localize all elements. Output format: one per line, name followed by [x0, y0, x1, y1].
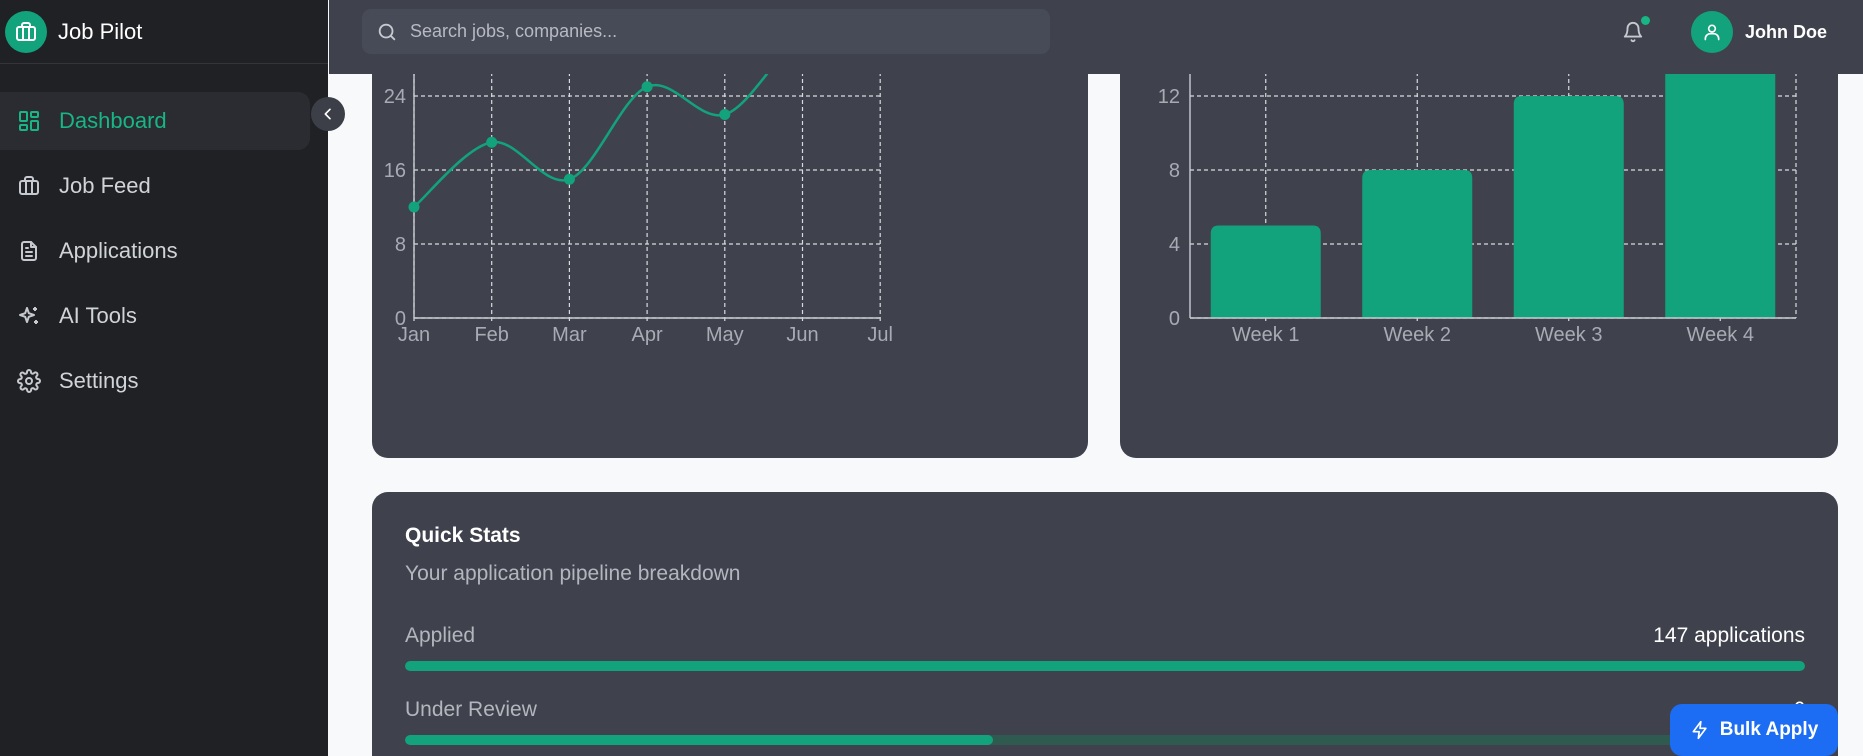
bar	[1210, 225, 1321, 318]
sidebar-collapse-button[interactable]	[311, 97, 345, 131]
y-tick-label: 8	[1169, 160, 1180, 182]
quick-stats-card: Quick Stats Your application pipeline br…	[372, 492, 1838, 756]
bar	[1513, 96, 1624, 318]
x-tick-label: Week 4	[1687, 324, 1754, 346]
bar	[1665, 30, 1776, 318]
search-input[interactable]	[410, 21, 1010, 42]
y-tick-label: 0	[1169, 308, 1180, 330]
briefcase-icon	[5, 10, 47, 53]
notifications-button[interactable]	[1619, 16, 1650, 46]
data-point	[719, 109, 731, 120]
stat-value: 147 applications	[1653, 624, 1805, 647]
briefcase-icon	[15, 172, 43, 200]
stat-row-under-review: Under Review 6	[405, 698, 1805, 745]
x-tick-label: Mar	[552, 324, 587, 346]
data-point	[563, 173, 575, 185]
x-tick-label: Jun	[786, 324, 818, 346]
sidebar-item-applications[interactable]: Applications	[0, 222, 310, 280]
sidebar-item-settings[interactable]: Settings	[0, 352, 310, 410]
bar-chart: 0 4 8 12 Week 1 Week 2 Week 3 Week 4	[1158, 30, 1797, 346]
avatar	[1691, 11, 1733, 53]
sidebar-item-label: Dashboard	[59, 108, 167, 133]
sidebar-item-label: Job Feed	[59, 173, 151, 198]
line-chart: 0 8 16 24 Jan Feb Mar Apr May Jun Jul	[384, 30, 893, 346]
user-icon	[1704, 24, 1720, 41]
x-tick-label: Week 2	[1384, 324, 1451, 346]
user-name: John Doe	[1745, 21, 1828, 42]
dashboard-grid-icon	[15, 107, 43, 135]
top-header: John Doe	[329, 0, 1863, 74]
x-tick-label: May	[706, 324, 744, 346]
bell-icon	[1623, 22, 1643, 43]
y-tick-label: 0	[395, 308, 406, 330]
bulk-apply-button[interactable]: Bulk Apply	[1670, 704, 1838, 756]
bar	[1362, 170, 1473, 318]
stat-label: Applied	[405, 624, 476, 647]
y-tick-label: 4	[1169, 234, 1180, 256]
y-tick-label: 24	[384, 86, 406, 108]
sidebar-item-ai-tools[interactable]: AI Tools	[0, 287, 310, 345]
y-tick-label: 16	[384, 160, 406, 182]
x-tick-label: Jul	[867, 324, 893, 346]
lightning-icon	[1692, 720, 1707, 740]
x-tick-label: Jan	[398, 324, 430, 346]
x-tick-label: Week 1	[1232, 324, 1299, 346]
sidebar-nav: Dashboard Job Feed Applications AI Tools…	[0, 64, 328, 410]
stat-label: Under Review	[405, 698, 537, 721]
sidebar-item-dashboard[interactable]: Dashboard	[0, 92, 310, 150]
user-menu[interactable]: John Doe	[1691, 10, 1827, 54]
brand[interactable]: Job Pilot	[0, 0, 328, 64]
data-point	[486, 136, 498, 148]
line-chart-card: 0 8 16 24 Jan Feb Mar Apr May Jun Jul	[372, 30, 1088, 458]
x-tick-label: Week 3	[1535, 324, 1602, 346]
y-tick-label: 12	[1158, 86, 1180, 108]
bulk-apply-label: Bulk Apply	[1719, 719, 1819, 740]
data-point	[408, 201, 420, 213]
x-tick-label: Feb	[474, 324, 508, 346]
app-name: Job Pilot	[58, 18, 143, 44]
search-icon	[378, 23, 396, 40]
sidebar-item-job-feed[interactable]: Job Feed	[0, 157, 310, 215]
document-icon	[15, 237, 43, 265]
x-tick-label: Apr	[632, 324, 663, 346]
sidebar-item-label: Settings	[59, 368, 139, 393]
quick-stats-title: Quick Stats	[405, 524, 521, 547]
sidebar: Job Pilot Dashboard Job Feed Application…	[0, 0, 328, 756]
progress-track	[405, 735, 1805, 745]
search-bar[interactable]	[362, 9, 1050, 54]
sidebar-item-label: AI Tools	[59, 303, 137, 328]
quick-stats-subtitle: Your application pipeline breakdown	[405, 562, 741, 585]
data-point	[641, 81, 653, 93]
progress-fill	[405, 661, 1805, 671]
progress-track	[405, 661, 1805, 671]
sidebar-item-label: Applications	[59, 238, 178, 263]
gear-icon	[15, 367, 43, 395]
y-tick-label: 8	[395, 234, 406, 256]
bar-chart-card: 0 4 8 12 Week 1 Week 2 Week 3 Week 4	[1120, 30, 1838, 458]
stat-row-applied: Applied 147 applications	[405, 624, 1805, 671]
progress-fill	[405, 735, 993, 745]
chevron-left-icon	[324, 108, 331, 120]
sparkles-icon	[15, 302, 43, 330]
notification-dot	[1641, 16, 1650, 25]
